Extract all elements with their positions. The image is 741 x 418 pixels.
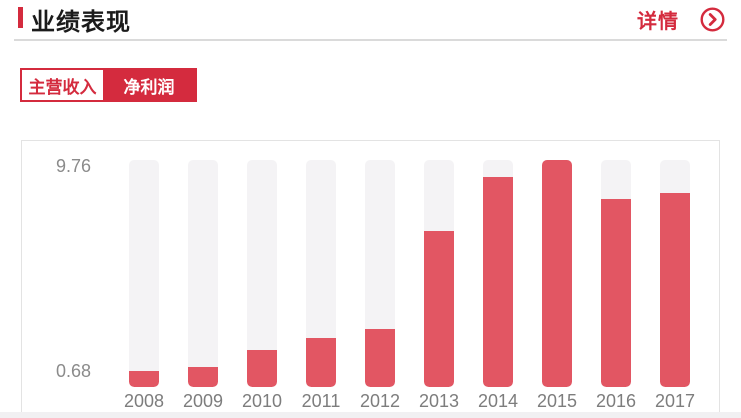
page-title: 业绩表现 (31, 9, 131, 36)
tab-main-revenue[interactable]: 主营收入 (22, 70, 103, 100)
bar-fill (306, 338, 336, 387)
bar-track (188, 160, 218, 387)
x-axis-label: 2016 (595, 391, 637, 411)
x-axis-label: 2015 (536, 391, 578, 411)
bar-track (660, 160, 690, 387)
bar-column[interactable]: 2016 (596, 160, 636, 411)
bar-column[interactable]: 2014 (478, 160, 518, 411)
bar-track (365, 160, 395, 387)
bar-column[interactable]: 2013 (419, 160, 459, 411)
x-axis-label: 2017 (654, 391, 696, 411)
bar-chart: 2008 2009 2010 2011 2012 2013 2014 2015 2016 2017 (124, 160, 695, 411)
bar-column[interactable]: 2012 (360, 160, 400, 411)
bar-track (129, 160, 159, 387)
detail-link-label: 详情 (637, 11, 679, 33)
detail-link[interactable]: 详情 (637, 5, 725, 34)
bar-track (247, 160, 277, 387)
x-axis-label: 2014 (477, 391, 519, 411)
circle-chevron-right-icon[interactable] (700, 7, 725, 32)
tab-net-profit[interactable]: 净利润 (103, 70, 195, 100)
x-axis-label: 2009 (182, 391, 224, 411)
bar-track (424, 160, 454, 387)
bar-fill (483, 176, 513, 387)
header-divider (14, 39, 727, 41)
bar-fill (247, 350, 277, 387)
bar-fill (542, 160, 572, 387)
y-axis-min-label: 0.68 (55, 361, 91, 381)
bar-column[interactable]: 2010 (242, 160, 282, 411)
chart-panel: 9.76 0.68 2008 2009 2010 2011 2012 2013 2014 20… (21, 140, 720, 412)
y-axis-max-label: 9.76 (55, 156, 91, 176)
bar-fill (424, 231, 454, 387)
bar-column[interactable]: 2015 (537, 160, 577, 411)
bar-track (306, 160, 336, 387)
title-accent-bar (18, 7, 23, 28)
x-axis-label: 2008 (123, 391, 165, 411)
x-axis-label: 2010 (241, 391, 283, 411)
bar-column[interactable]: 2017 (655, 160, 695, 411)
x-axis-label: 2012 (359, 391, 401, 411)
bar-fill (188, 367, 218, 387)
bar-fill (365, 328, 395, 387)
x-axis-label: 2011 (301, 391, 341, 411)
bar-column[interactable]: 2008 (124, 160, 164, 411)
bar-column[interactable]: 2009 (183, 160, 223, 411)
bar-column[interactable]: 2011 (302, 160, 340, 411)
bar-track (542, 160, 572, 387)
bar-fill (660, 192, 690, 387)
bottom-strip (0, 412, 741, 418)
bar-track (601, 160, 631, 387)
bar-fill (129, 371, 159, 387)
metric-tabs: 主营收入 净利润 (20, 68, 197, 102)
bar-fill (601, 198, 631, 387)
bar-track (483, 160, 513, 387)
x-axis-label: 2013 (418, 391, 460, 411)
